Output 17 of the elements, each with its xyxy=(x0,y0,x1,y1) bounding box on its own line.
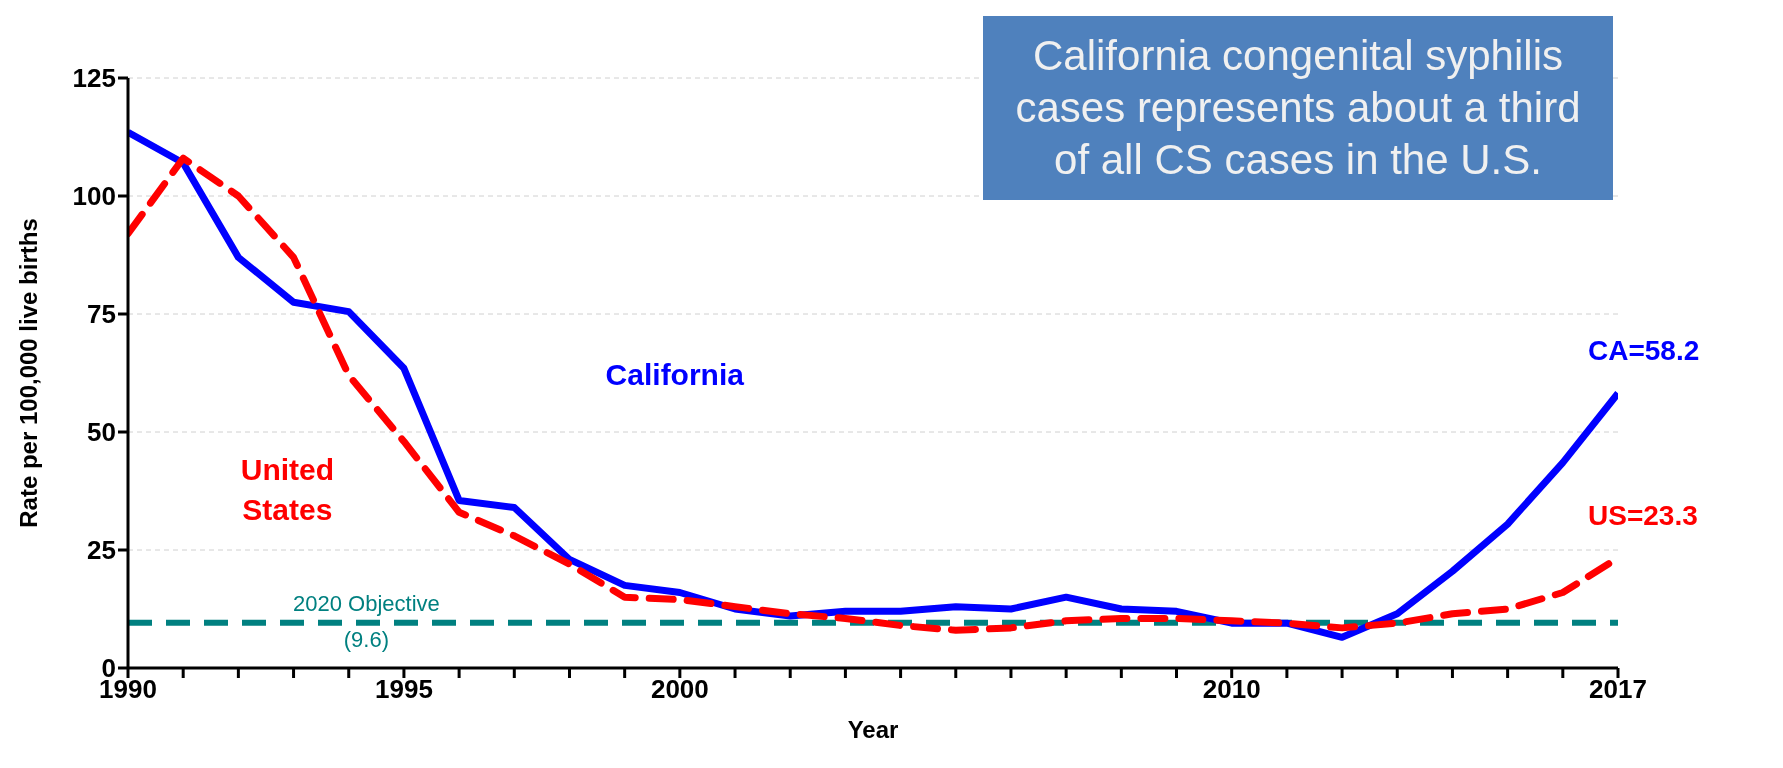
y-tick-label: 100 xyxy=(72,181,116,212)
annotation: CA=58.2 xyxy=(1588,335,1700,368)
y-axis-title: Rate per 100,000 live births xyxy=(14,218,42,528)
chart-title: California congenital syphilis cases represents about a third of all CS cases in the U.S. xyxy=(983,16,1613,200)
x-axis-title: Year xyxy=(847,716,899,743)
annotation: US=23.3 xyxy=(1588,500,1698,533)
y-tick-label: 50 xyxy=(87,417,116,448)
y-tick-label: 125 xyxy=(72,63,116,94)
text: United States xyxy=(239,451,336,528)
x-tick-label: 2010 xyxy=(1202,674,1261,705)
x-tick-label: 2000 xyxy=(650,674,709,705)
y-tick-label: 75 xyxy=(87,299,116,330)
text: California xyxy=(604,357,745,394)
y-tick-label: 25 xyxy=(87,535,116,566)
x-tick-label: 1995 xyxy=(375,674,433,705)
x-tick-label: 2017 xyxy=(1589,674,1647,705)
ref-line-label: 2020 Objective (9.6) xyxy=(293,590,440,652)
